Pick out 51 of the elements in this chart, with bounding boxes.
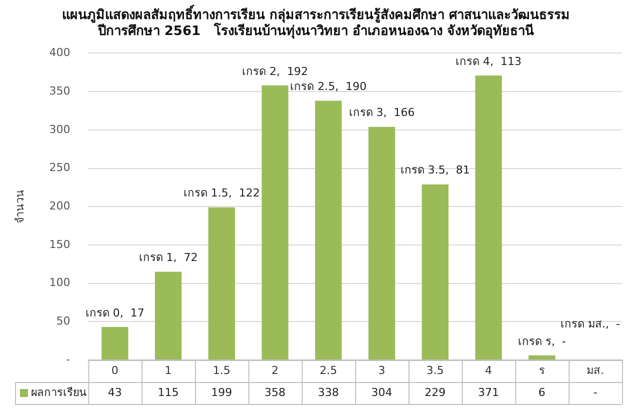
annotation: เกรด 2, 192 — [242, 64, 308, 78]
y-tick-label: 300 — [49, 122, 70, 136]
x-tick-label: 3 — [378, 364, 386, 377]
annotation: เกรด 4, 113 — [456, 54, 522, 68]
bar — [154, 272, 182, 360]
y-tick-label: 400 — [49, 46, 70, 60]
data-label: 229 — [424, 386, 446, 399]
bar — [475, 75, 502, 360]
y-tick-label: 50 — [56, 314, 70, 328]
data-label: 115 — [158, 386, 179, 399]
data-label: 358 — [264, 386, 286, 399]
y-tick-label: 150 — [49, 238, 70, 251]
y-tick-label: 200 — [49, 199, 70, 212]
data-label: 371 — [478, 386, 500, 399]
bar — [102, 327, 128, 360]
annotation: เกรด 3, 166 — [348, 106, 415, 120]
data-label: 338 — [318, 386, 339, 399]
annotation: เกรด 0, 17 — [85, 306, 144, 320]
bar — [262, 85, 288, 360]
data-label: 199 — [211, 386, 232, 399]
y-tick-label: 250 — [49, 161, 70, 174]
bar — [422, 184, 449, 360]
x-tick-label: ร — [538, 364, 545, 377]
annotation: เกรด 2.5, 190 — [290, 80, 367, 94]
x-tick-label: มส. — [586, 364, 604, 377]
y-tick-label: 100 — [49, 276, 70, 290]
bar — [315, 100, 342, 360]
y-tick-label: 350 — [49, 84, 70, 98]
x-tick-label: 0 — [111, 364, 118, 377]
data-label: 43 — [108, 386, 122, 399]
annotation: เกรด 3.5, 81 — [400, 164, 470, 177]
data-label: 304 — [371, 386, 392, 399]
annotation: เกรด ร, - — [518, 334, 566, 348]
y-axis-title: จำนวน — [13, 190, 26, 224]
annotation: เกรด 1.5, 122 — [183, 186, 260, 200]
text: ปีการศึกษา 2561 โรงเรียนบ้านทุ่งนาวิทยา อำเภอหนองฉาง จังหวัดอุทัยธานี — [98, 24, 534, 39]
x-tick-label: 3.5 — [426, 364, 444, 377]
x-tick-label: 2.5 — [320, 364, 338, 377]
annotation: เกรด มส., - — [560, 317, 620, 330]
bar — [208, 207, 235, 360]
x-tick-label: 1.5 — [212, 364, 230, 377]
x-tick-label: 2 — [272, 364, 279, 377]
x-tick-label: 1 — [164, 364, 172, 377]
annotation: เกรด 1, 72 — [138, 251, 198, 264]
bar — [368, 126, 396, 360]
bar — [528, 355, 556, 360]
x-tick-label: 4 — [485, 364, 492, 377]
data-label: 6 — [538, 386, 546, 399]
text: - — [593, 386, 598, 399]
y-tick-label: - — [66, 352, 70, 366]
legend-label: ผลการเรียน — [31, 386, 87, 399]
